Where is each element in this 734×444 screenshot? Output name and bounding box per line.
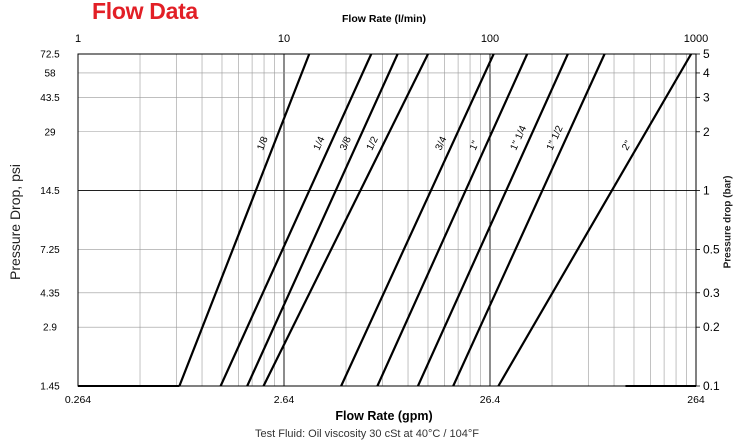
y-tick-label-left: 58 (44, 68, 56, 79)
y-tick-label-right: 0.5 (703, 242, 720, 256)
x-tick-label-top: 1 (75, 33, 81, 45)
series-label: 1/4 (312, 135, 328, 153)
series-line (262, 53, 429, 387)
plot-frame (77, 53, 697, 387)
series-label: 3/8 (338, 135, 354, 153)
series-label: 3/4 (434, 135, 450, 153)
x-axis-label-bottom: Flow Rate (gpm) (335, 409, 432, 423)
y-tick-label-left: 1.45 (40, 382, 60, 393)
x-axis-label-top: Flow Rate (l/min) (342, 13, 426, 25)
y-tick-label-right: 0.2 (703, 320, 720, 334)
x-tick-label-top: 100 (481, 33, 499, 45)
page-title: Flow Data (92, 0, 198, 24)
series-line (452, 53, 606, 387)
y-tick-label-right: 5 (703, 47, 710, 61)
x-tick-label-bottom: 0.264 (65, 394, 91, 406)
series-line (178, 53, 311, 387)
chart-grid (77, 53, 697, 387)
y-tick-label-right: 0.3 (703, 286, 720, 300)
y-tick-label-left: 29 (44, 127, 56, 138)
y-tick-label-right: 2 (703, 125, 710, 139)
y-tick-label-left: 72.5 (40, 50, 60, 61)
x-tick-label-bottom: 26.4 (480, 394, 501, 406)
series-line (340, 53, 495, 387)
y-tick-label-left: 43.5 (40, 93, 60, 104)
series-line (497, 53, 693, 387)
chart-ticks: 0.264 2.64 26.4 264 1 10 100 1000 1.45 2.9 4.35 7.2… (40, 33, 720, 406)
series-line (416, 53, 569, 387)
chart-series: 1/8 1/4 3/8 1/2 3/4 1" 1" 1/4 1" 1/2 2" (78, 53, 696, 387)
y-tick-label-right: 1 (703, 184, 710, 198)
y-tick-label-right: 0.1 (703, 379, 720, 393)
footer-note: Test Fluid: Oil viscosity 30 cSt at 40°C… (255, 428, 479, 440)
series-line (219, 53, 373, 387)
series-label: 1/8 (255, 135, 270, 152)
series-label: 2" (620, 139, 634, 153)
series-label: 1/2 (365, 135, 381, 153)
y-tick-label-left: 14.5 (40, 186, 60, 197)
y-tick-label-left: 4.35 (40, 288, 60, 299)
y-tick-label-left: 2.9 (43, 323, 57, 334)
y-tick-label-right: 3 (703, 90, 710, 104)
y-tick-label-left: 7.25 (40, 245, 60, 256)
series-line (376, 53, 529, 387)
x-tick-label-bottom: 2.64 (274, 394, 295, 406)
series-line (246, 53, 399, 387)
x-tick-label-bottom: 264 (687, 394, 705, 406)
x-tick-label-top: 1000 (684, 33, 708, 45)
x-tick-label-top: 10 (278, 33, 290, 45)
y-tick-label-right: 4 (703, 66, 710, 80)
